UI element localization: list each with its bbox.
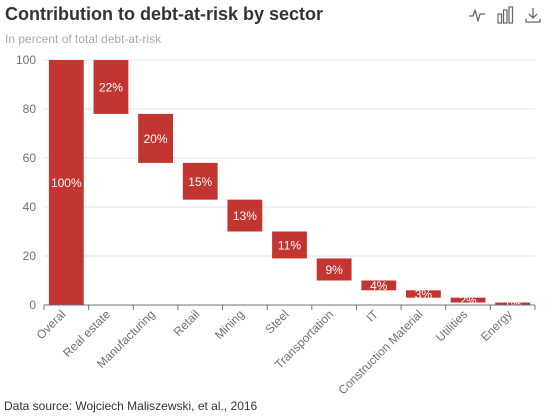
bar-chart-icon[interactable] bbox=[496, 6, 514, 24]
bar bbox=[227, 199, 263, 232]
x-tick-label: Construction Material bbox=[335, 307, 425, 397]
chart-toolbox bbox=[468, 6, 542, 24]
download-icon[interactable] bbox=[524, 6, 542, 24]
bar bbox=[450, 297, 486, 303]
x-tick-label: Energy bbox=[478, 307, 515, 344]
x-tick-label: IT bbox=[363, 307, 381, 325]
data-label: 2% bbox=[459, 294, 477, 308]
data-label: 3% bbox=[415, 287, 433, 301]
data-label: 20% bbox=[144, 132, 168, 146]
data-label: 1% bbox=[504, 297, 522, 311]
y-tick-label: 40 bbox=[23, 200, 37, 214]
y-tick-label: 0 bbox=[29, 298, 36, 312]
data-source-note: Data source: Wojciech Maliszewski, et al… bbox=[4, 399, 258, 413]
bar bbox=[361, 280, 397, 291]
y-tick-label: 80 bbox=[23, 102, 37, 116]
x-tick-label: Utilities bbox=[433, 307, 470, 344]
line-chart-icon[interactable] bbox=[468, 6, 486, 24]
bar bbox=[272, 231, 307, 259]
bar bbox=[406, 290, 441, 298]
data-label: 13% bbox=[233, 209, 257, 223]
bar bbox=[182, 162, 218, 200]
chart-title: Contribution to debt-at-risk by sector bbox=[5, 4, 324, 24]
data-label: 22% bbox=[99, 80, 123, 94]
bar bbox=[138, 113, 173, 163]
bar bbox=[495, 302, 531, 305]
data-label: 9% bbox=[325, 263, 343, 277]
bar bbox=[316, 258, 352, 281]
data-label: 4% bbox=[370, 279, 388, 293]
x-tick-label: Overal bbox=[34, 307, 69, 342]
x-tick-label: Retail bbox=[171, 307, 203, 339]
chart-subtitle: In percent of total debt-at-risk bbox=[5, 32, 162, 46]
bar bbox=[48, 60, 84, 305]
y-tick-label: 100 bbox=[16, 53, 36, 67]
y-tick-label: 60 bbox=[23, 151, 37, 165]
data-label: 15% bbox=[188, 175, 212, 189]
y-tick-label: 20 bbox=[23, 249, 37, 263]
data-label: 100% bbox=[51, 176, 82, 190]
x-tick-label: Steel bbox=[262, 307, 291, 336]
bar bbox=[93, 60, 129, 114]
data-label: 11% bbox=[278, 238, 301, 252]
x-tick-label: Mining bbox=[212, 307, 247, 342]
